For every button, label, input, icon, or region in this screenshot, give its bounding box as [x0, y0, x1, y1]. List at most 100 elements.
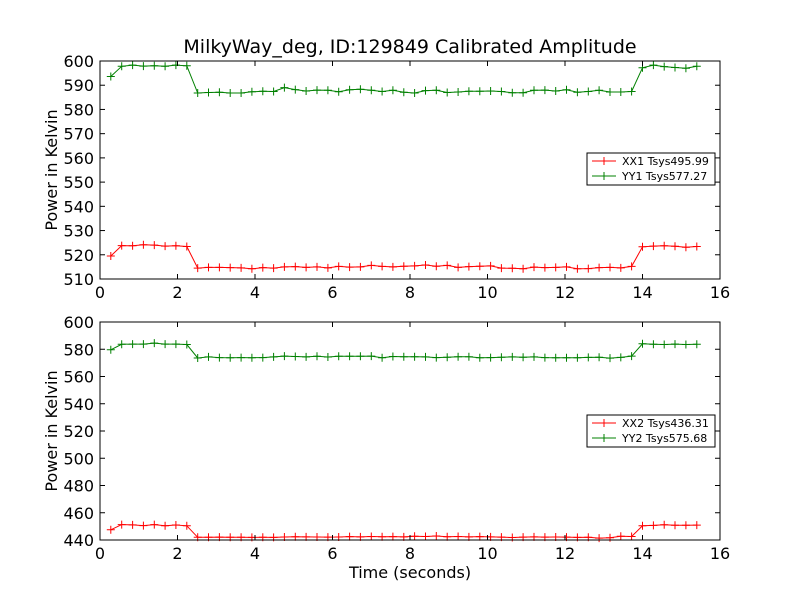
data-point	[508, 88, 517, 97]
data-point	[649, 340, 658, 349]
data-point	[540, 86, 549, 95]
data-point	[443, 353, 452, 362]
y-axis-label: Power in Kelvin	[42, 109, 61, 230]
data-point	[182, 61, 191, 70]
data-point	[660, 241, 669, 250]
data-point	[237, 89, 246, 97]
x-tick-label: 12	[555, 544, 575, 563]
data-point	[595, 534, 604, 543]
x-tick-label: 16	[710, 283, 730, 302]
data-point	[334, 262, 343, 271]
data-point	[497, 353, 506, 362]
data-point	[367, 352, 376, 361]
x-tick-label: 14	[632, 544, 652, 563]
data-point	[226, 263, 235, 272]
data-point	[671, 521, 679, 530]
data-point	[649, 521, 658, 530]
data-point	[378, 262, 387, 271]
legend-entry: YY2 Tsys575.68	[621, 432, 707, 445]
data-point	[584, 87, 593, 96]
data-point	[410, 532, 419, 541]
data-point	[606, 263, 614, 272]
data-point	[454, 263, 463, 272]
data-point	[475, 353, 484, 362]
data-point	[269, 87, 278, 96]
data-point	[193, 89, 202, 97]
data-point	[161, 521, 170, 530]
data-point	[247, 264, 256, 273]
data-point	[399, 352, 408, 361]
data-point	[139, 340, 148, 349]
data-point	[356, 352, 365, 361]
y-tick-label: 600	[63, 313, 94, 332]
data-point	[432, 262, 441, 271]
x-tick-label: 16	[710, 544, 730, 563]
data-point	[595, 353, 604, 362]
data-point	[106, 345, 115, 354]
data-point	[367, 532, 376, 541]
data-point	[215, 263, 224, 272]
data-point	[432, 86, 441, 95]
data-point	[171, 61, 180, 70]
data-point	[117, 62, 126, 71]
data-point	[150, 241, 159, 250]
data-point	[161, 62, 170, 71]
legend-marker	[600, 157, 608, 165]
data-point	[345, 352, 354, 361]
data-point	[660, 340, 669, 349]
data-point	[486, 261, 495, 270]
data-point	[378, 532, 387, 541]
data-point	[432, 532, 441, 540]
data-point	[291, 532, 300, 541]
data-point	[150, 61, 159, 70]
data-point	[410, 89, 419, 97]
data-point	[627, 352, 636, 361]
y-tick-label: 560	[63, 368, 94, 387]
data-point	[378, 87, 387, 96]
data-point	[616, 263, 625, 272]
data-point	[117, 520, 126, 529]
data-point	[388, 532, 397, 541]
data-point	[519, 88, 528, 97]
y-tick-label: 520	[63, 422, 94, 441]
x-tick-label: 8	[405, 283, 415, 302]
data-point	[530, 263, 538, 272]
data-point	[562, 262, 571, 271]
data-point	[681, 340, 690, 349]
data-point	[649, 61, 658, 70]
data-point	[378, 353, 387, 362]
data-point	[475, 87, 484, 96]
data-point	[215, 88, 224, 97]
data-point	[388, 86, 397, 95]
x-tick-label: 0	[95, 283, 105, 302]
data-point	[323, 263, 332, 272]
legend-entry: XX1 Tsys495.99	[622, 155, 709, 168]
data-point	[313, 352, 321, 361]
data-point	[681, 521, 690, 530]
data-point	[562, 85, 571, 94]
y-tick-label: 580	[63, 340, 94, 359]
y-tick-label: 560	[63, 149, 94, 168]
data-point	[627, 87, 636, 96]
data-point	[638, 242, 647, 251]
data-point	[486, 353, 495, 362]
data-point	[399, 262, 408, 271]
data-point	[171, 241, 180, 250]
data-point	[671, 340, 679, 349]
data-point	[291, 262, 300, 271]
x-tick-label: 4	[250, 544, 260, 563]
legend: XX2 Tsys436.31 YY2 Tsys575.68	[586, 414, 716, 448]
legend-box	[586, 152, 716, 186]
data-point	[530, 86, 538, 95]
data-point	[313, 262, 321, 271]
y-tick-label: 530	[63, 222, 94, 241]
y-tick-label: 510	[63, 270, 94, 289]
data-point	[161, 340, 170, 349]
data-point	[291, 85, 300, 94]
y-axis-label: Power in Kelvin	[42, 370, 61, 491]
data-point	[302, 352, 311, 361]
data-point	[193, 264, 202, 273]
data-point	[117, 340, 126, 349]
y-tick-label: 440	[63, 531, 94, 550]
data-point	[519, 264, 528, 273]
